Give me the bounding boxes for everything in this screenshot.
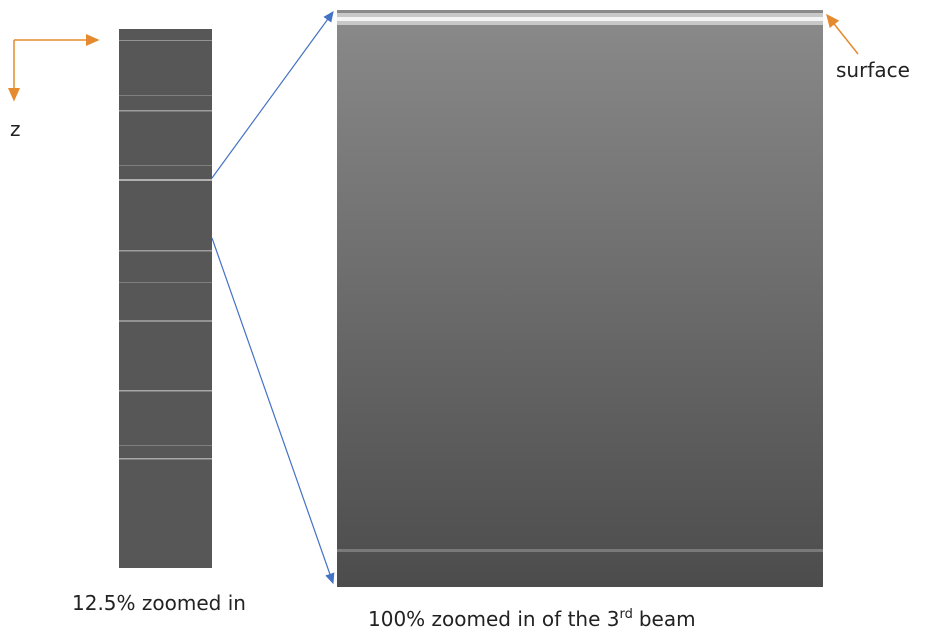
connector — [212, 238, 333, 583]
z-label: z — [10, 117, 21, 141]
caption-sup: rd — [619, 607, 632, 622]
figure: z 12.5% zoomed in surface 100% zo — [0, 0, 936, 634]
right-image — [337, 10, 823, 587]
caption-main: 100% zoomed in of the 3 — [368, 607, 619, 631]
left-caption: 12.5% zoomed in — [72, 591, 246, 615]
caption-end: beam — [639, 607, 696, 631]
connector — [212, 12, 333, 178]
left-image — [119, 29, 212, 568]
surface-label: surface — [836, 58, 910, 82]
surface-arrow — [827, 15, 858, 54]
